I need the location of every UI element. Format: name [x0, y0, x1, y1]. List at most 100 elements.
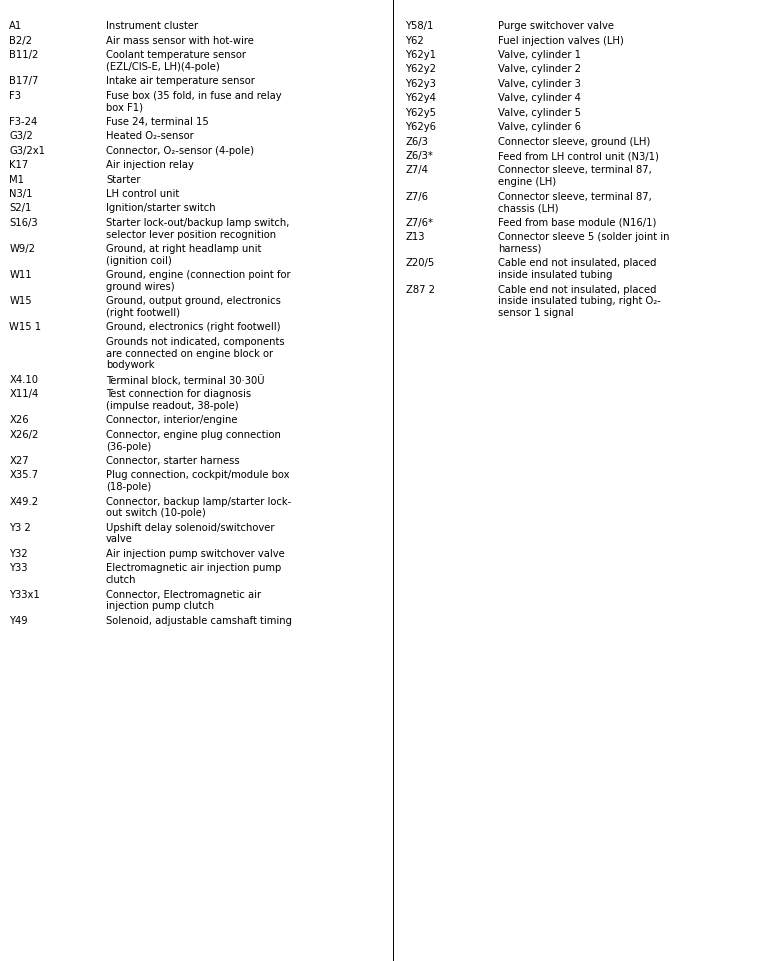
Text: Connector sleeve, terminal 87,: Connector sleeve, terminal 87,	[498, 191, 651, 202]
Text: Valve, cylinder 4: Valve, cylinder 4	[498, 93, 581, 103]
Text: injection pump clutch: injection pump clutch	[106, 601, 214, 610]
Text: Valve, cylinder 2: Valve, cylinder 2	[498, 64, 581, 74]
Text: Electromagnetic air injection pump: Electromagnetic air injection pump	[106, 563, 281, 573]
Text: Grounds not indicated, components: Grounds not indicated, components	[106, 336, 285, 347]
Text: W15: W15	[9, 296, 31, 306]
Text: Connector, interior/engine: Connector, interior/engine	[106, 415, 237, 425]
Text: Heated O₂-sensor: Heated O₂-sensor	[106, 131, 194, 141]
Text: sensor 1 signal: sensor 1 signal	[498, 308, 573, 318]
Text: B17/7: B17/7	[9, 76, 38, 86]
Text: Instrument cluster: Instrument cluster	[106, 21, 198, 31]
Text: Y62y3: Y62y3	[406, 79, 436, 88]
Text: Connector sleeve, ground (LH): Connector sleeve, ground (LH)	[498, 136, 650, 146]
Text: Y33x1: Y33x1	[9, 589, 40, 599]
Text: Solenoid, adjustable camshaft timing: Solenoid, adjustable camshaft timing	[106, 615, 292, 625]
Text: X11/4: X11/4	[9, 389, 38, 399]
Text: Z20/5: Z20/5	[406, 259, 435, 268]
Text: Purge switchover valve: Purge switchover valve	[498, 21, 614, 31]
Text: Z87 2: Z87 2	[406, 284, 435, 294]
Text: inside insulated tubing: inside insulated tubing	[498, 270, 612, 280]
Text: selector lever position recognition: selector lever position recognition	[106, 230, 276, 239]
Text: X35.7: X35.7	[9, 470, 38, 480]
Text: box F1): box F1)	[106, 102, 143, 112]
Text: Fuse 24, terminal 15: Fuse 24, terminal 15	[106, 116, 209, 127]
Text: Valve, cylinder 6: Valve, cylinder 6	[498, 122, 581, 132]
Text: N3/1: N3/1	[9, 188, 33, 199]
Text: are connected on engine block or: are connected on engine block or	[106, 348, 273, 358]
Text: Feed from base module (N16/1): Feed from base module (N16/1)	[498, 217, 656, 228]
Text: M1: M1	[9, 174, 25, 185]
Text: G3/2x1: G3/2x1	[9, 145, 45, 156]
Text: Y62y2: Y62y2	[406, 64, 436, 74]
Text: (EZL/CIS-E, LH)(4-pole): (EZL/CIS-E, LH)(4-pole)	[106, 62, 220, 72]
Text: bodywork: bodywork	[106, 360, 154, 370]
Text: Connector, Electromagnetic air: Connector, Electromagnetic air	[106, 589, 261, 599]
Text: Air injection relay: Air injection relay	[106, 160, 194, 170]
Text: Connector, starter harness: Connector, starter harness	[106, 456, 240, 465]
Text: Connector, O₂-sensor (4-pole): Connector, O₂-sensor (4-pole)	[106, 145, 254, 156]
Text: Y62: Y62	[406, 36, 424, 45]
Text: Test connection for diagnosis: Test connection for diagnosis	[106, 389, 251, 399]
Text: Z7/4: Z7/4	[406, 165, 429, 175]
Text: S2/1: S2/1	[9, 203, 31, 213]
Text: (ignition coil): (ignition coil)	[106, 256, 172, 265]
Text: Y62y6: Y62y6	[406, 122, 436, 132]
Text: Z6/3: Z6/3	[406, 136, 429, 146]
Text: Air mass sensor with hot-wire: Air mass sensor with hot-wire	[106, 36, 254, 45]
Text: X4.10: X4.10	[9, 375, 38, 384]
Text: LH control unit: LH control unit	[106, 188, 179, 199]
Text: Ground, electronics (right footwell): Ground, electronics (right footwell)	[106, 322, 280, 333]
Text: Cable end not insulated, placed: Cable end not insulated, placed	[498, 284, 656, 294]
Text: B2/2: B2/2	[9, 36, 32, 45]
Text: chassis (LH): chassis (LH)	[498, 203, 558, 213]
Text: ground wires): ground wires)	[106, 282, 174, 291]
Text: clutch: clutch	[106, 575, 137, 584]
Text: engine (LH): engine (LH)	[498, 177, 556, 187]
Text: Connector, backup lamp/starter lock-: Connector, backup lamp/starter lock-	[106, 496, 291, 506]
Text: valve: valve	[106, 534, 133, 544]
Text: Terminal block, terminal 30·30Ü: Terminal block, terminal 30·30Ü	[106, 375, 265, 385]
Text: Fuse box (35 fold, in fuse and relay: Fuse box (35 fold, in fuse and relay	[106, 90, 282, 101]
Text: Y62y4: Y62y4	[406, 93, 436, 103]
Text: Y33: Y33	[9, 563, 28, 573]
Text: Z13: Z13	[406, 232, 425, 242]
Text: Coolant temperature sensor: Coolant temperature sensor	[106, 50, 246, 60]
Text: B11/2: B11/2	[9, 50, 38, 60]
Text: K17: K17	[9, 160, 28, 170]
Text: Z7/6*: Z7/6*	[406, 217, 433, 228]
Text: (impulse readout, 38-pole): (impulse readout, 38-pole)	[106, 401, 239, 410]
Text: Starter: Starter	[106, 174, 141, 185]
Text: Connector sleeve 5 (solder joint in: Connector sleeve 5 (solder joint in	[498, 232, 669, 242]
Text: Ground, at right headlamp unit: Ground, at right headlamp unit	[106, 244, 261, 254]
Text: Starter lock-out/backup lamp switch,: Starter lock-out/backup lamp switch,	[106, 217, 290, 228]
Text: Fuel injection valves (LH): Fuel injection valves (LH)	[498, 36, 624, 45]
Text: (18-pole): (18-pole)	[106, 481, 151, 492]
Text: W15 1: W15 1	[9, 322, 41, 333]
Text: out switch (10-pole): out switch (10-pole)	[106, 507, 206, 518]
Text: Feed from LH control unit (N3/1): Feed from LH control unit (N3/1)	[498, 151, 658, 160]
Text: Cable end not insulated, placed: Cable end not insulated, placed	[498, 259, 656, 268]
Text: Y62y5: Y62y5	[406, 108, 436, 117]
Text: Y49: Y49	[9, 615, 28, 625]
Text: Valve, cylinder 5: Valve, cylinder 5	[498, 108, 581, 117]
Text: W9/2: W9/2	[9, 244, 35, 254]
Text: Air injection pump switchover valve: Air injection pump switchover valve	[106, 549, 285, 558]
Text: Z6/3*: Z6/3*	[406, 151, 433, 160]
Text: X26: X26	[9, 415, 29, 425]
Text: F3: F3	[9, 90, 22, 101]
Text: Connector, engine plug connection: Connector, engine plug connection	[106, 430, 281, 439]
Text: (36-pole): (36-pole)	[106, 441, 151, 451]
Text: Ground, output ground, electronics: Ground, output ground, electronics	[106, 296, 281, 306]
Text: F3-24: F3-24	[9, 116, 38, 127]
Text: X49.2: X49.2	[9, 496, 38, 506]
Text: Ground, engine (connection point for: Ground, engine (connection point for	[106, 270, 290, 280]
Text: Y3 2: Y3 2	[9, 522, 31, 532]
Text: X26/2: X26/2	[9, 430, 38, 439]
Text: Upshift delay solenoid/switchover: Upshift delay solenoid/switchover	[106, 522, 274, 532]
Text: X27: X27	[9, 456, 29, 465]
Text: Y32: Y32	[9, 549, 28, 558]
Text: A1: A1	[9, 21, 22, 31]
Text: (right footwell): (right footwell)	[106, 308, 180, 318]
Text: Z7/6: Z7/6	[406, 191, 429, 202]
Text: Valve, cylinder 3: Valve, cylinder 3	[498, 79, 581, 88]
